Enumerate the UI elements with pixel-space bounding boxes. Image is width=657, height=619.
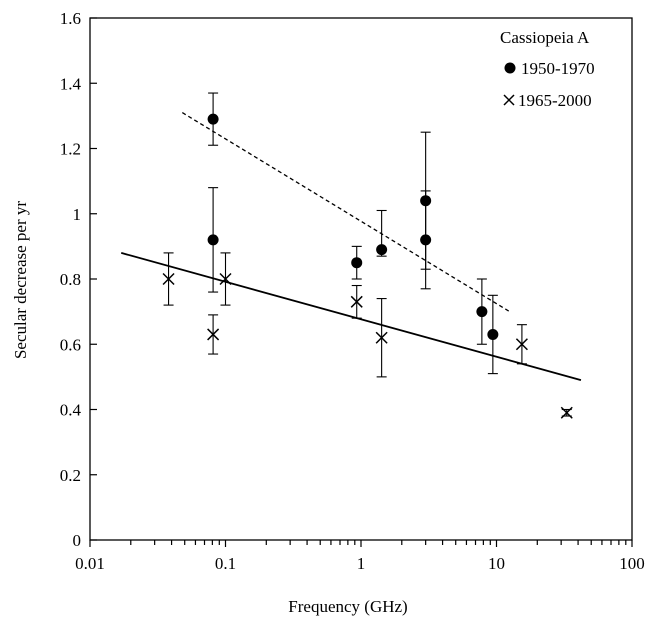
- axis-ticks: [89, 17, 633, 547]
- data-point-1965-2000: [515, 338, 528, 351]
- data-point-1950-1970: [207, 113, 219, 125]
- cross-stroke: [162, 272, 175, 286]
- cross-stroke: [207, 328, 220, 341]
- fit-line-dashed: [181, 112, 510, 313]
- data-point-1965-2000: [350, 295, 363, 308]
- legend-title: Cassiopeia A: [500, 28, 590, 47]
- legend-label-1965-2000: 1965-2000: [518, 91, 592, 110]
- y-tick-label: 0: [73, 531, 82, 550]
- y-tick-label: 1.2: [60, 140, 81, 159]
- cross-stroke: [350, 295, 363, 308]
- cross-stroke: [375, 331, 388, 344]
- cross-stroke: [219, 272, 232, 286]
- y-axis-label: Secular decrease per yr: [11, 201, 30, 359]
- legend-marker-1965-2000: [503, 94, 515, 106]
- x-tick-labels: 0.01 0.1 1 10 100: [75, 554, 645, 573]
- legend-marker-1950-1970: [504, 62, 516, 74]
- legend: Cassiopeia A 1950-1970 1965-2000: [500, 28, 595, 110]
- y-tick-labels: 0 0.2 0.4 0.6 0.8 1 1.2 1.4 1.6: [60, 9, 82, 550]
- y-tick-label: 1.4: [60, 74, 82, 93]
- y-tick-label: 0.6: [60, 335, 81, 354]
- error-bars: [163, 92, 572, 417]
- x-tick-label: 0.01: [75, 554, 105, 573]
- markers: [162, 113, 573, 419]
- x-tick-label: 100: [619, 554, 645, 573]
- data-point-1950-1970: [420, 234, 432, 246]
- cross-stroke: [515, 338, 528, 351]
- data-point-1950-1970: [476, 306, 488, 318]
- data-point-1965-2000: [375, 331, 388, 344]
- fit-lines: [120, 112, 582, 382]
- legend-label-1950-1970: 1950-1970: [521, 59, 595, 78]
- x-axis-label: Frequency (GHz): [288, 597, 407, 616]
- x-tick-label: 1: [357, 554, 366, 573]
- y-tick-label: 0.8: [60, 270, 81, 289]
- x-tick-label: 0.1: [215, 554, 236, 573]
- data-point-1950-1970: [351, 257, 363, 269]
- y-tick-label: 0.4: [60, 401, 82, 420]
- cross-stroke: [560, 406, 573, 419]
- data-point-1950-1970: [376, 244, 388, 256]
- data-point-1950-1970: [487, 328, 499, 340]
- data-point-1965-2000: [207, 328, 220, 341]
- data-point-1965-2000: [560, 406, 573, 419]
- data-point-1965-2000: [219, 272, 232, 286]
- x-tick-label: 10: [488, 554, 505, 573]
- y-tick-label: 1: [73, 205, 82, 224]
- data-point-1950-1970: [207, 234, 219, 246]
- fit-line-solid: [120, 252, 582, 382]
- y-tick-label: 0.2: [60, 466, 81, 485]
- data-point-1965-2000: [162, 272, 175, 286]
- y-tick-label: 1.6: [60, 9, 81, 28]
- data-point-1950-1970: [420, 195, 432, 207]
